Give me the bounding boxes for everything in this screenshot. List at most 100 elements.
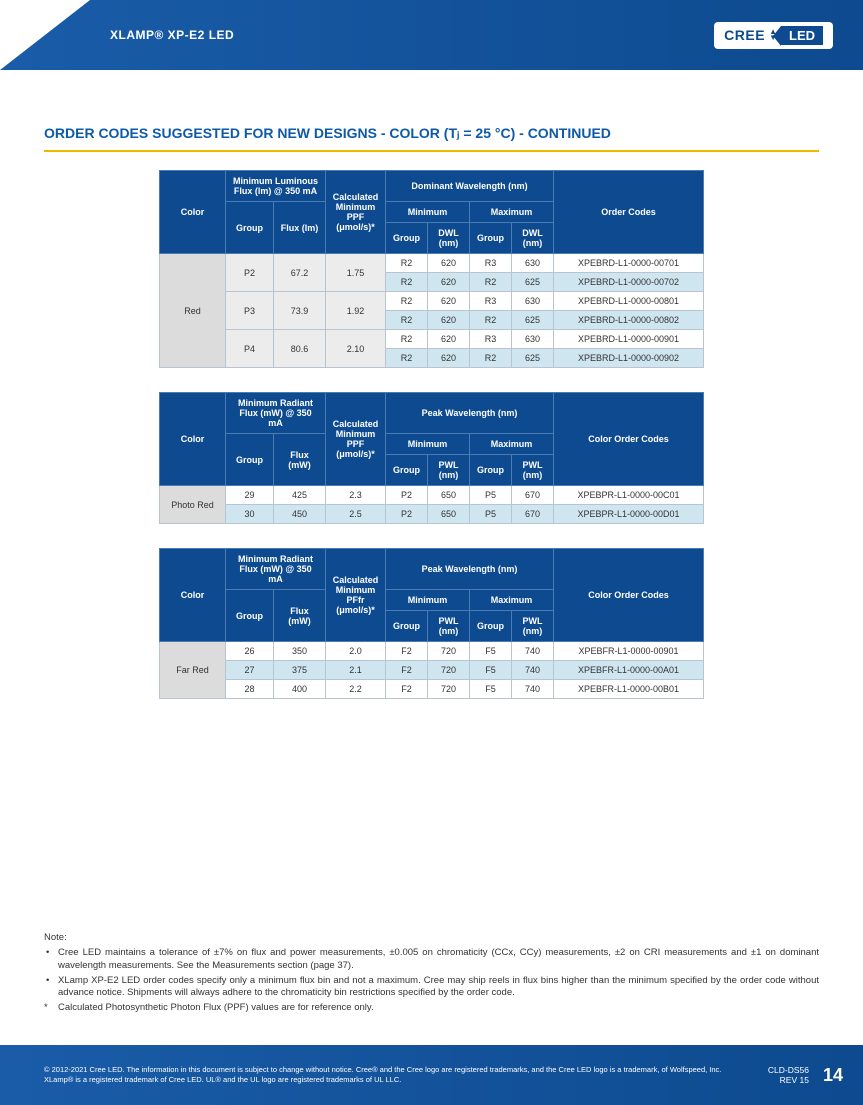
data-cell: 2.2 [326,680,386,699]
order-code-cell: XPEBPR-L1-0000-00D01 [554,505,704,524]
wavelength-cell: 620 [428,273,470,292]
th-max-nm: PWL (nm) [512,455,554,486]
th-codes: Color Order Codes [554,549,704,642]
footer-doc-id: CLD-DS56 [768,1065,809,1075]
order-code-cell: XPEBRD-L1-0000-00902 [554,349,704,368]
wavelength-cell: 625 [512,273,554,292]
data-cell: 740 [512,661,554,680]
data-cell: 650 [428,505,470,524]
wavelength-cell: R2 [386,330,428,349]
order-code-cell: XPEBRD-L1-0000-00901 [554,330,704,349]
order-codes-table-red: Color Minimum Luminous Flux (lm) @ 350 m… [159,170,704,368]
order-codes-table-photo-red: Color Minimum Radiant Flux (mW) @ 350 mA… [159,392,704,524]
color-cell: Photo Red [160,486,226,524]
group-cell-ppf: 2.10 [326,330,386,368]
page-content: ORDER CODES SUGGESTED FOR NEW DESIGNS - … [0,70,863,699]
th-ppf: Calculated Minimum PFfr (μmol/s)* [326,549,386,642]
th-flux-span: Minimum Luminous Flux (lm) @ 350 mA [226,171,326,202]
product-title: XLAMP® XP-E2 LED [110,28,234,42]
group-cell-ppf: 1.92 [326,292,386,330]
notes-section: Note: Cree LED maintains a tolerance of … [44,932,819,1015]
group-cell-group: P4 [226,330,274,368]
data-cell: 670 [512,486,554,505]
data-cell: F5 [470,661,512,680]
th-color: Color [160,393,226,486]
th-max-group: Group [470,455,512,486]
data-cell: 425 [274,486,326,505]
data-cell: 375 [274,661,326,680]
th-max: Maximum [470,202,554,223]
data-cell: 28 [226,680,274,699]
header-decor-triangle [0,0,90,70]
data-cell: F2 [386,642,428,661]
data-cell: 2.5 [326,505,386,524]
page-footer: © 2012-2021 Cree LED. The information in… [0,1045,863,1105]
note-item: Cree LED maintains a tolerance of ±7% on… [58,947,819,973]
data-cell: 29 [226,486,274,505]
th-min-nm: PWL (nm) [428,611,470,642]
th-flux-span: Minimum Radiant Flux (mW) @ 350 mA [226,393,326,434]
order-code-cell: XPEBRD-L1-0000-00801 [554,292,704,311]
th-pwl-span: Peak Wavelength (nm) [386,393,554,434]
th-dwl-span: Dominant Wavelength (nm) [386,171,554,202]
order-code-cell: XPEBFR-L1-0000-00B01 [554,680,704,699]
note-item: XLamp XP-E2 LED order codes specify only… [58,975,819,1001]
table-row: P373.91.92R2620R3630XPEBRD-L1-0000-00801 [160,292,704,311]
table-row: P480.62.10R2620R3630XPEBRD-L1-0000-00901 [160,330,704,349]
table-row: Photo Red294252.3P2650P5670XPEBPR-L1-000… [160,486,704,505]
data-cell: 27 [226,661,274,680]
wavelength-cell: R2 [386,254,428,273]
logo-text-cree: CREE [724,27,765,43]
wavelength-cell: 620 [428,311,470,330]
wavelength-cell: R3 [470,292,512,311]
note-star: Calculated Photosynthetic Photon Flux (P… [44,1002,819,1015]
footer-doc-info: CLD-DS56 REV 15 [768,1065,809,1085]
group-cell-group: P2 [226,254,274,292]
th-max: Maximum [470,590,554,611]
th-min-group: Group [386,611,428,642]
order-code-cell: XPEBPR-L1-0000-00C01 [554,486,704,505]
group-cell-ppf: 1.75 [326,254,386,292]
order-code-cell: XPEBFR-L1-0000-00901 [554,642,704,661]
data-cell: F2 [386,661,428,680]
th-flux: Flux (mW) [274,590,326,642]
th-pwl-span: Peak Wavelength (nm) [386,549,554,590]
data-cell: P2 [386,486,428,505]
data-cell: F5 [470,680,512,699]
data-cell: P2 [386,505,428,524]
data-cell: 26 [226,642,274,661]
wavelength-cell: 620 [428,330,470,349]
th-ppf: Calculated Minimum PPF (μmol/s)* [326,171,386,254]
table-row: RedP267.21.75R2620R3630XPEBRD-L1-0000-00… [160,254,704,273]
table-row: 273752.1F2720F5740XPEBFR-L1-0000-00A01 [160,661,704,680]
wavelength-cell: R2 [386,273,428,292]
th-min: Minimum [386,590,470,611]
order-code-cell: XPEBRD-L1-0000-00702 [554,273,704,292]
wavelength-cell: 625 [512,349,554,368]
th-ppf: Calculated Minimum PPF (μmol/s)* [326,393,386,486]
data-cell: 670 [512,505,554,524]
th-min-nm: PWL (nm) [428,455,470,486]
notes-list: Cree LED maintains a tolerance of ±7% on… [44,947,819,1000]
th-flux: Flux (mW) [274,434,326,486]
th-max-nm: PWL (nm) [512,611,554,642]
color-cell: Far Red [160,642,226,699]
wavelength-cell: 630 [512,254,554,273]
data-cell: 350 [274,642,326,661]
wavelength-cell: R2 [470,311,512,330]
th-max: Maximum [470,434,554,455]
th-group: Group [226,434,274,486]
table-row: Far Red263502.0F2720F5740XPEBFR-L1-0000-… [160,642,704,661]
footer-page-number: 14 [823,1065,843,1086]
th-min-group: Group [386,223,428,254]
data-cell: 720 [428,642,470,661]
wavelength-cell: 630 [512,330,554,349]
wavelength-cell: 620 [428,349,470,368]
notes-title: Note: [44,932,819,945]
data-cell: 400 [274,680,326,699]
data-cell: 30 [226,505,274,524]
data-cell: 740 [512,642,554,661]
data-cell: 2.3 [326,486,386,505]
cree-led-logo: CREE ▲▼ LED [714,22,833,49]
wavelength-cell: 630 [512,292,554,311]
